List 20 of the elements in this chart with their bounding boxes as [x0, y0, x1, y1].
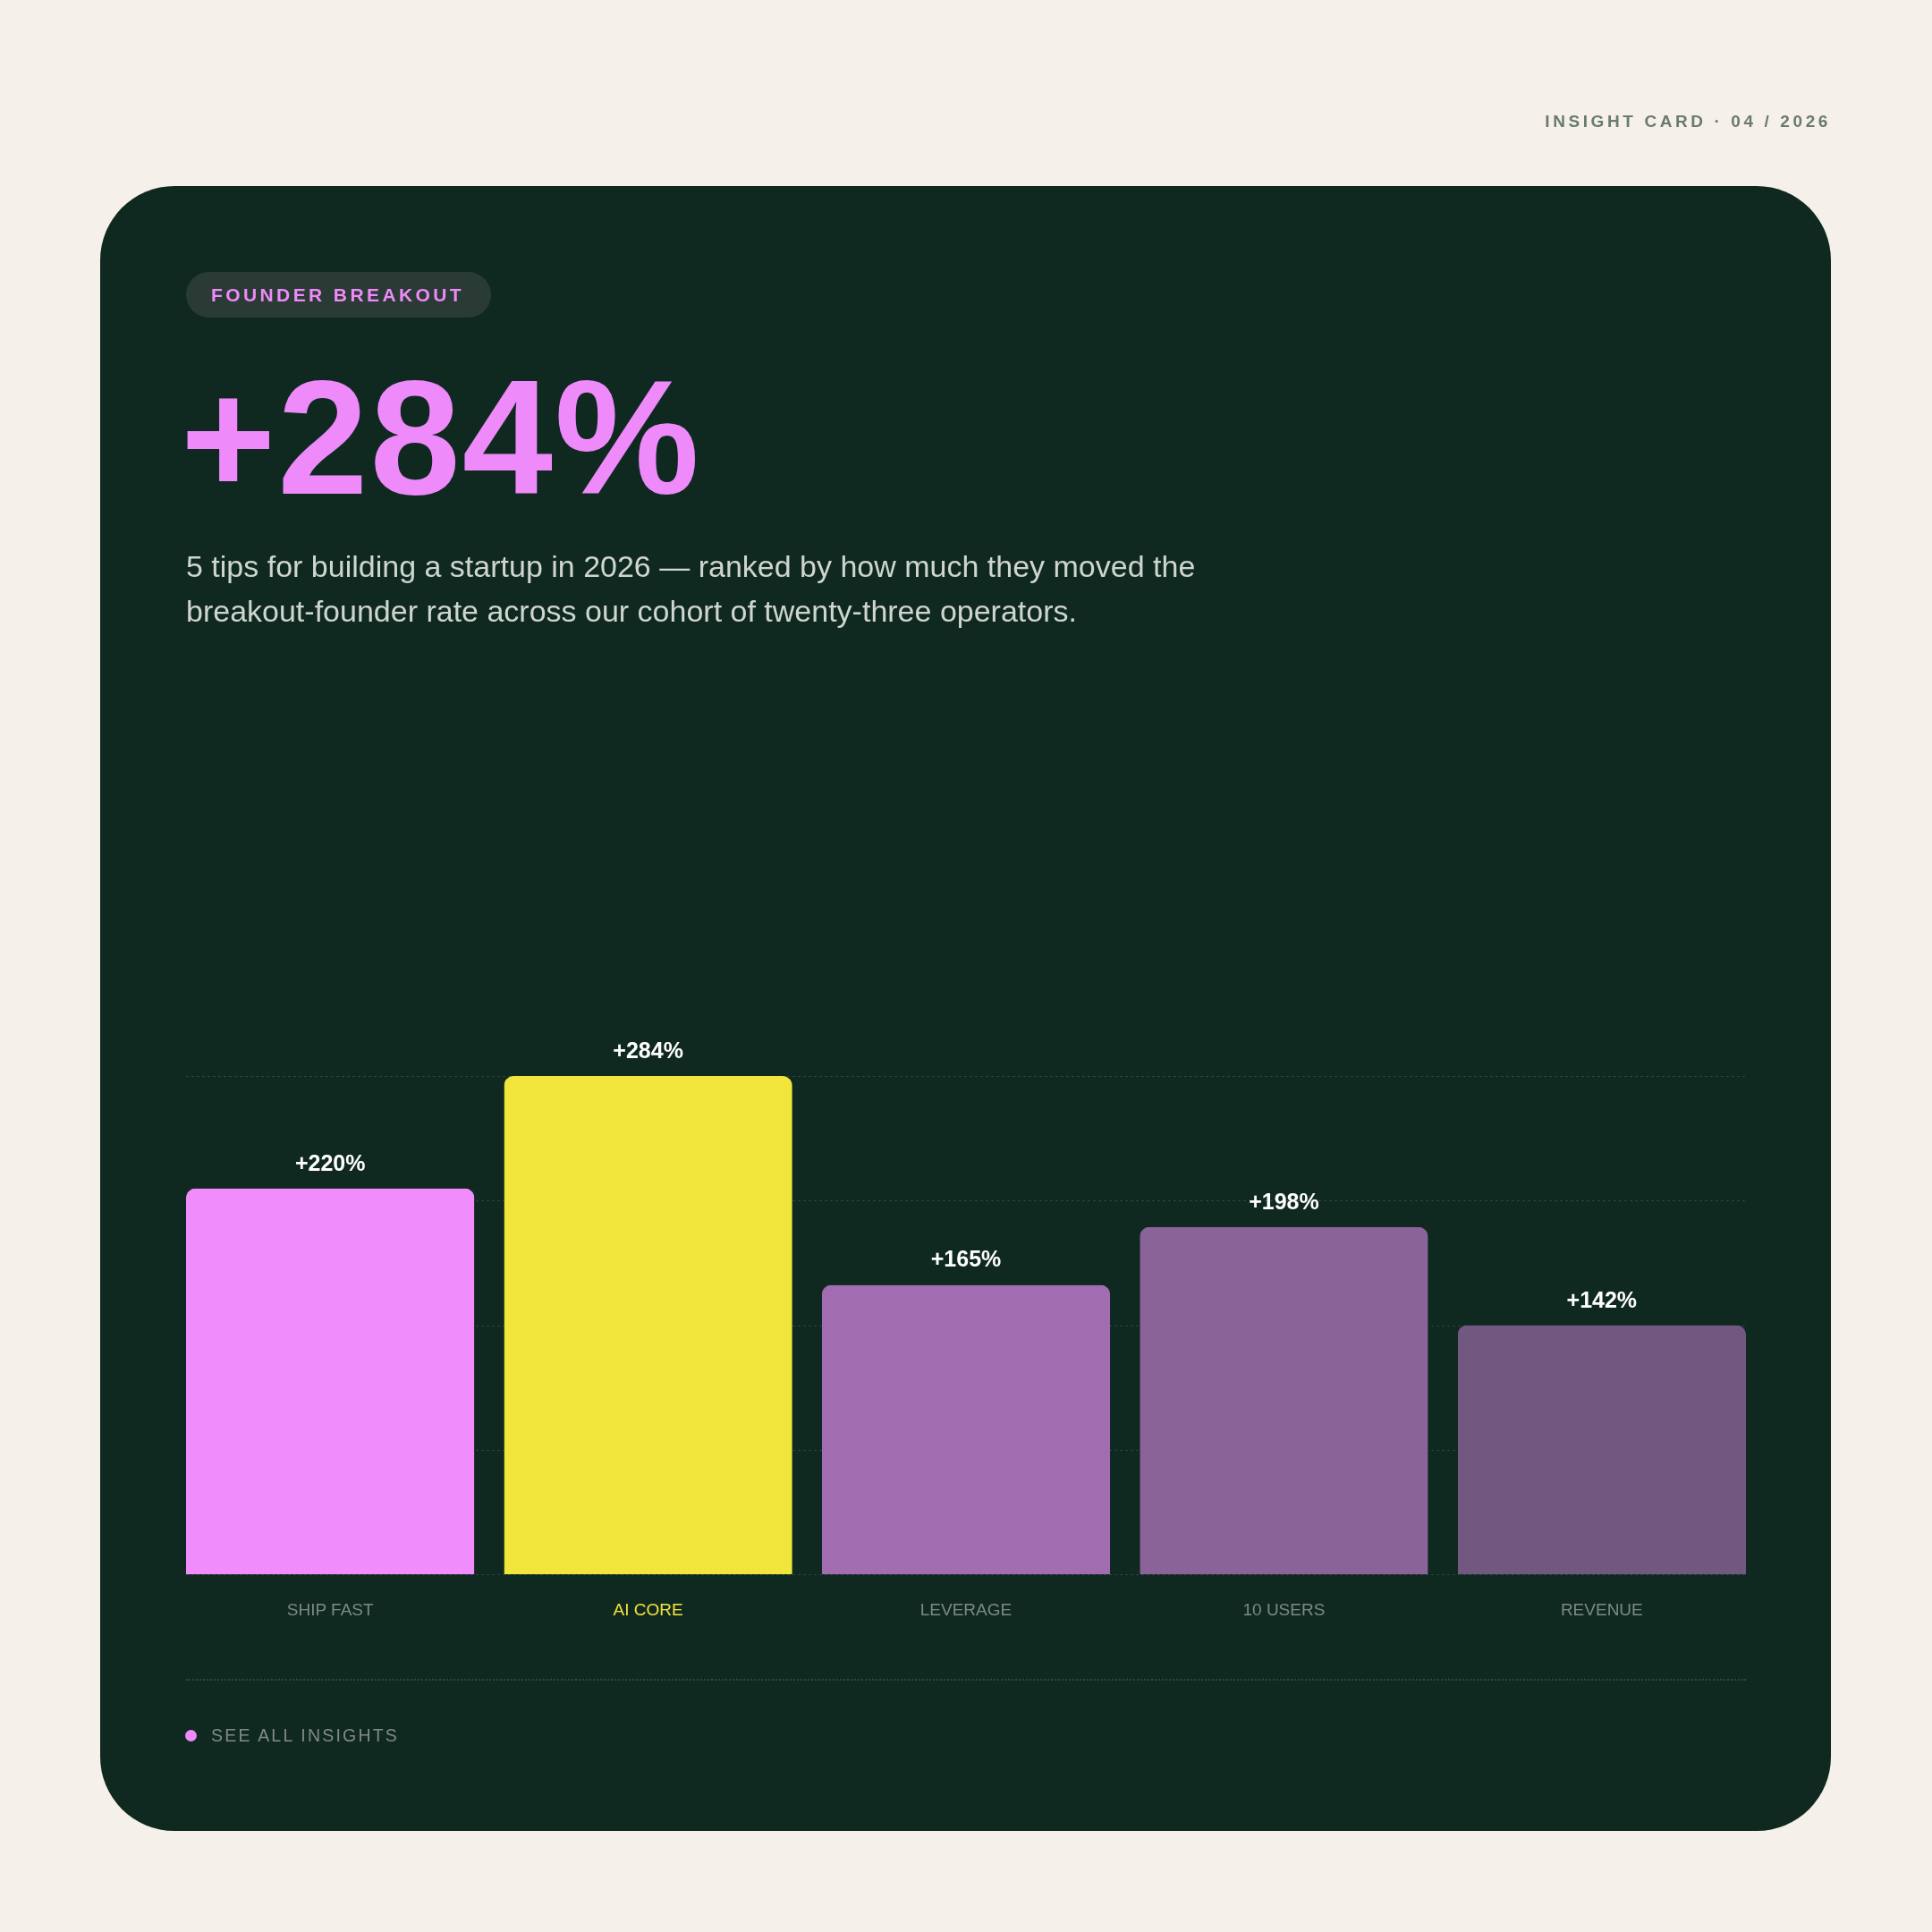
x-tick-label: AI CORE — [613, 1599, 683, 1619]
x-tick-label: REVENUE — [1560, 1599, 1643, 1619]
x-tick-label: 10 USERS — [1242, 1599, 1326, 1619]
bar — [504, 1076, 792, 1574]
data-label: +142% — [1566, 1286, 1638, 1312]
bar — [1457, 1325, 1746, 1574]
chart-title: +284% — [181, 346, 701, 529]
bar — [1140, 1226, 1428, 1574]
data-label: +165% — [930, 1246, 1002, 1272]
data-label: +220% — [294, 1149, 366, 1175]
bar — [186, 1188, 475, 1574]
text: FOUNDER BREAKOUT — [186, 272, 492, 318]
data-label: +198% — [1249, 1188, 1319, 1214]
bar — [821, 1284, 1111, 1574]
x-tick-label: LEVERAGE — [919, 1599, 1013, 1619]
text: INSIGHT CARD · 04 / 2026 — [1545, 111, 1831, 132]
data-label: +284% — [613, 1038, 683, 1063]
chart-subtitle: 5 tips for building a startup in 2026 — ranked by how much they moved the breakout-founder rate across our cohort of twenty-three operators. — [186, 548, 1197, 630]
x-tick-label: SHIP FAST — [286, 1599, 374, 1619]
text: SEE ALL INSIGHTS — [211, 1724, 400, 1746]
